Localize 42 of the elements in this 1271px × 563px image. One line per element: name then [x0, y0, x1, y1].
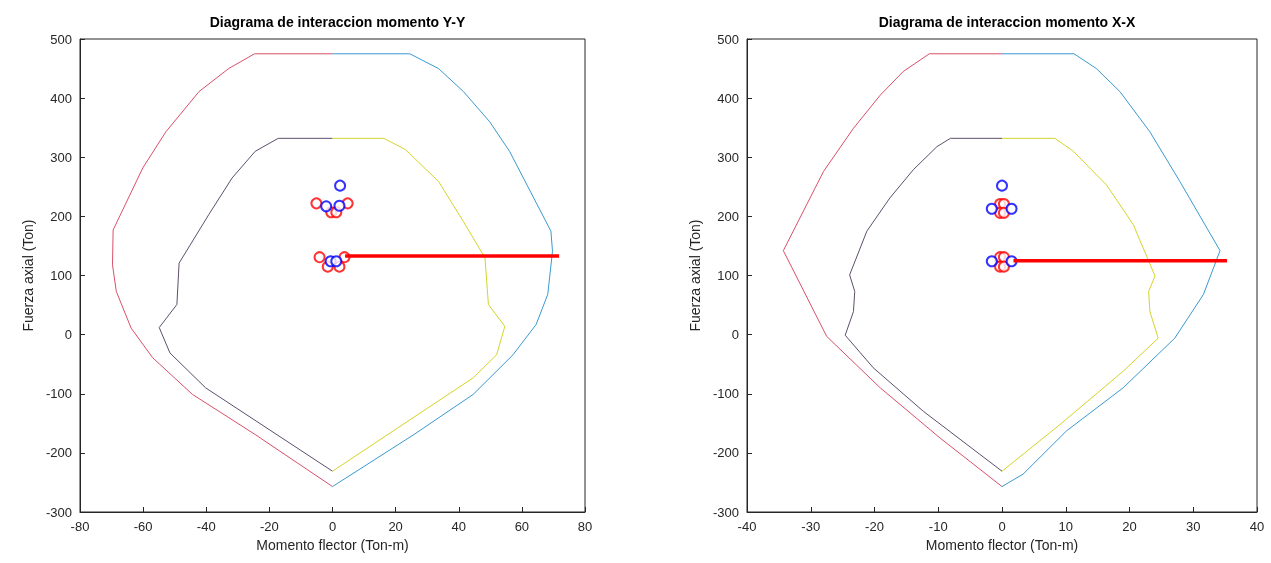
x-axis-title: Momento flector (Ton-m)	[256, 537, 409, 553]
y-tick-label: 0	[64, 327, 72, 343]
x-axis-title: Momento flector (Ton-m)	[925, 537, 1079, 553]
y-tick-label: 200	[717, 208, 739, 224]
x-tick-label: -30	[801, 519, 821, 534]
x-tick-label: -20	[259, 519, 279, 534]
y-tick-label: 100	[50, 268, 72, 283]
x-tick-label: 60	[514, 519, 530, 534]
y-tick-label: 200	[50, 208, 72, 224]
x-tick-label: -10	[928, 519, 948, 534]
y-tick-label: -100	[712, 386, 739, 402]
y-tick-label: -200	[45, 445, 72, 461]
y-tick-label: 500	[50, 31, 72, 47]
x-tick-label: 0	[328, 519, 337, 534]
x-tick-label: 40	[451, 519, 466, 534]
y-axis-title: Fuerza axial (Ton)	[20, 219, 37, 332]
y-tick-label: 300	[50, 149, 72, 165]
x-tick-label: -80	[70, 519, 90, 534]
y-tick-label: 500	[717, 31, 739, 47]
x-tick-label: -40	[196, 519, 216, 534]
x-tick-label: 10	[1058, 519, 1073, 534]
y-tick-label: 300	[717, 149, 739, 165]
y-tick-label: 0	[731, 327, 739, 343]
x-tick-label: 20	[1122, 519, 1137, 534]
y-axis-title: Fuerza axial (Ton)	[687, 219, 704, 332]
x-tick-label: 30	[1186, 519, 1201, 534]
x-tick-label: -60	[133, 519, 153, 534]
y-tick-label: -100	[45, 386, 72, 402]
x-tick-label: -40	[737, 519, 757, 534]
x-tick-label: 80	[577, 519, 593, 534]
y-tick-label: -200	[712, 445, 739, 461]
chart-title: Diagrama de interaccion momento X-X	[878, 14, 1137, 30]
y-tick-label: 400	[717, 90, 739, 106]
x-tick-label: 0	[998, 519, 1006, 534]
y-tick-label: 400	[50, 90, 72, 106]
x-tick-label: -20	[865, 519, 884, 534]
y-tick-label: -300	[45, 504, 72, 520]
chart-title: Diagrama de interaccion momento Y-Y	[209, 14, 467, 30]
x-tick-label: 20	[388, 519, 403, 534]
y-tick-label: 100	[717, 268, 739, 283]
x-tick-label: 40	[1249, 519, 1265, 534]
y-tick-label: -300	[712, 504, 739, 520]
